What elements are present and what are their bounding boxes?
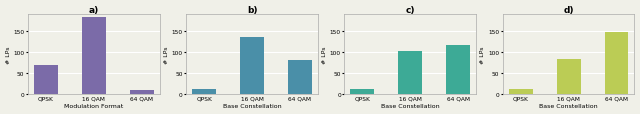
Y-axis label: # LPs: # LPs: [6, 46, 10, 63]
Title: d): d): [563, 5, 574, 14]
Bar: [351, 89, 374, 95]
Bar: [192, 89, 216, 95]
Bar: [398, 52, 422, 95]
Bar: [240, 37, 264, 95]
Y-axis label: # LPs: # LPs: [481, 46, 485, 63]
Bar: [446, 46, 470, 95]
X-axis label: Modulation Format: Modulation Format: [64, 104, 124, 109]
Title: c): c): [406, 5, 415, 14]
Bar: [288, 60, 312, 95]
Y-axis label: # LPs: # LPs: [164, 46, 169, 63]
Bar: [509, 89, 532, 95]
X-axis label: Base Constellation: Base Constellation: [223, 104, 282, 109]
X-axis label: Base Constellation: Base Constellation: [540, 104, 598, 109]
Title: a): a): [89, 5, 99, 14]
Bar: [130, 90, 154, 95]
Bar: [605, 33, 628, 95]
Title: b): b): [247, 5, 257, 14]
Bar: [557, 60, 580, 95]
Y-axis label: # LPs: # LPs: [322, 46, 327, 63]
Bar: [82, 18, 106, 95]
X-axis label: Base Constellation: Base Constellation: [381, 104, 440, 109]
Bar: [34, 65, 58, 95]
